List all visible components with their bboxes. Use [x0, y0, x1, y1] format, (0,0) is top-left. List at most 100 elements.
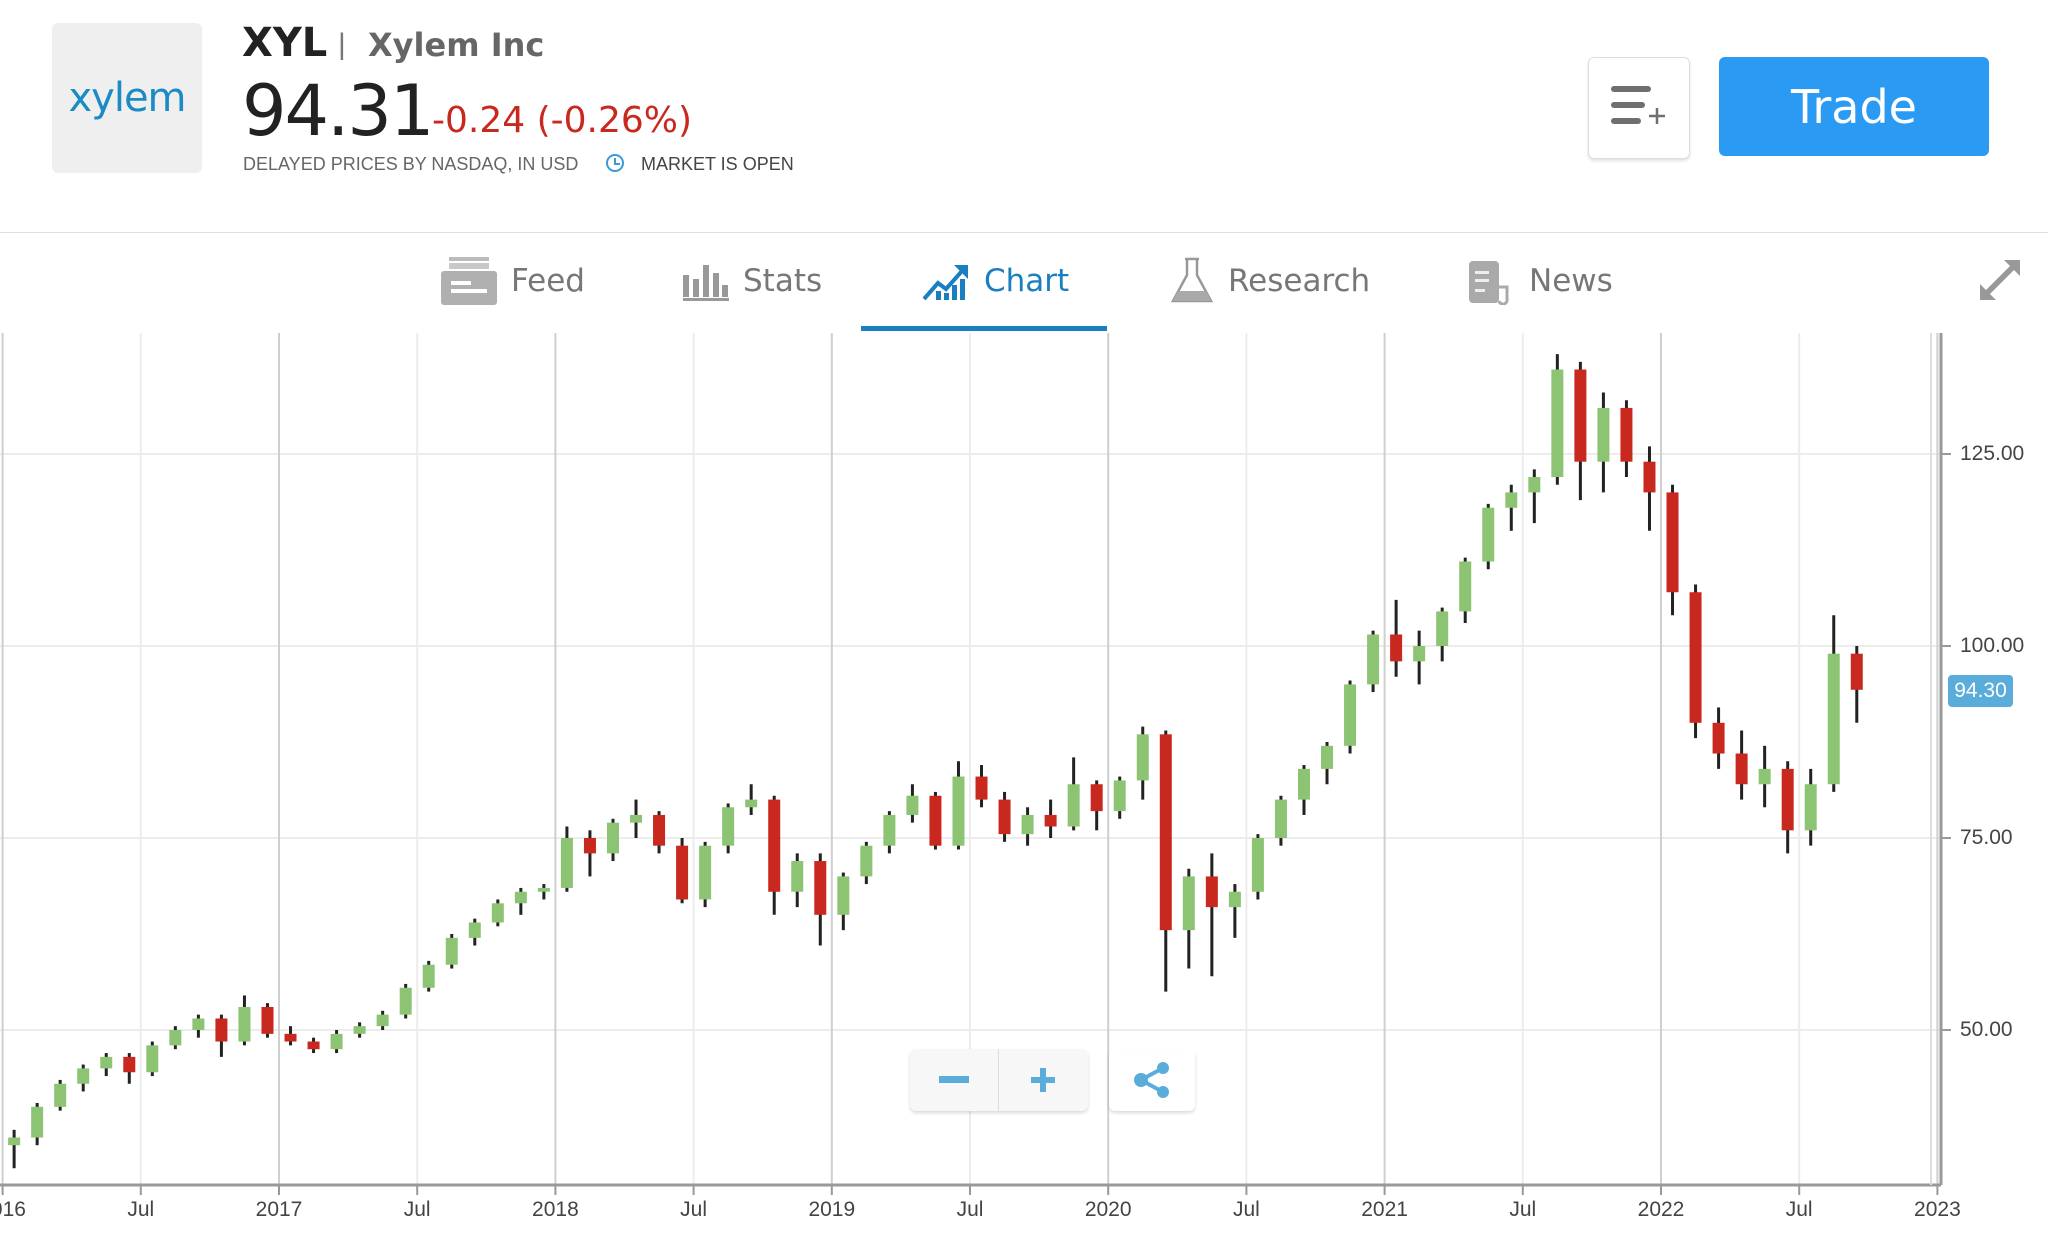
- tab-chart[interactable]: Chart: [922, 258, 1069, 304]
- candle-down: [1044, 814, 1057, 827]
- candle-down: [583, 838, 596, 854]
- candle-up: [491, 903, 504, 923]
- candle-down: [998, 799, 1011, 835]
- share-icon: [1134, 1062, 1169, 1098]
- ticker-symbol: XYL: [242, 20, 328, 66]
- candle-down: [1643, 461, 1656, 493]
- candle-up: [353, 1026, 366, 1034]
- candle-up: [422, 964, 435, 988]
- candle-up: [1067, 784, 1080, 827]
- last-price-tag: 94.30: [1948, 675, 2013, 707]
- candle-up: [1758, 768, 1771, 785]
- candle-down: [307, 1041, 320, 1050]
- candle-down: [1689, 592, 1702, 723]
- tab-stats[interactable]: Stats: [683, 258, 822, 304]
- market-status: MARKET IS OPEN: [641, 154, 794, 174]
- candle-up: [1459, 561, 1472, 612]
- candle-down: [261, 1006, 274, 1034]
- tab-label: Chart: [984, 263, 1070, 299]
- candle-down: [1735, 753, 1748, 785]
- feed-icon: [441, 257, 497, 305]
- tab-research[interactable]: Research: [1170, 257, 1371, 304]
- tab-feed[interactable]: Feed: [441, 257, 585, 305]
- x-tick-label: Jul: [680, 1198, 708, 1221]
- company-name: Xylem Inc: [368, 26, 545, 64]
- candle-up: [238, 1006, 251, 1042]
- clock-icon: [606, 154, 624, 172]
- candle-up: [1021, 814, 1034, 835]
- candle-up: [1551, 369, 1564, 478]
- candle-up: [699, 845, 712, 900]
- expand-icon[interactable]: [1978, 258, 2022, 302]
- candle-up: [1136, 734, 1149, 781]
- tabs-divider: [0, 232, 2048, 233]
- candle-up: [1482, 507, 1495, 562]
- x-tick-label: 2022: [1637, 1198, 1685, 1221]
- candle-up: [100, 1056, 113, 1069]
- candle-up: [1597, 407, 1610, 462]
- candle-up: [537, 887, 550, 892]
- candle-up: [883, 814, 896, 846]
- current-price: 94.31: [242, 70, 434, 152]
- candle-up: [791, 861, 804, 892]
- trade-button[interactable]: Trade: [1719, 57, 1989, 156]
- zoom-out-button[interactable]: [910, 1049, 999, 1111]
- candle-down: [1090, 784, 1103, 812]
- candle-up: [1321, 745, 1334, 769]
- share-button[interactable]: [1109, 1049, 1195, 1111]
- tab-news[interactable]: News: [1467, 258, 1613, 305]
- x-tick-label: 2020: [1084, 1198, 1132, 1221]
- flask-icon: [1170, 257, 1214, 303]
- y-tick-label: 75.00: [1960, 826, 2013, 849]
- candle-down: [1712, 722, 1725, 754]
- candle-up: [8, 1137, 21, 1146]
- price-change: -0.24 (-0.26%): [432, 100, 693, 141]
- y-tick-label: 100.00: [1960, 634, 2025, 657]
- bar-chart-icon: [683, 265, 729, 301]
- candle-down: [1205, 876, 1218, 908]
- candle-up: [745, 799, 758, 808]
- x-tick-label: 2019: [808, 1198, 856, 1221]
- tab-label: Feed: [511, 263, 585, 299]
- title-separator: |: [338, 28, 346, 61]
- x-tick-label: 2016: [0, 1198, 26, 1221]
- candle-up: [1528, 477, 1541, 493]
- candle-up: [77, 1068, 90, 1084]
- candle-up: [560, 838, 573, 888]
- candle-up: [146, 1045, 159, 1073]
- candle-up: [952, 776, 965, 846]
- candle-up: [330, 1033, 343, 1050]
- candle-up: [1367, 634, 1380, 685]
- candle-up: [1827, 653, 1840, 785]
- logo-text: xylem: [68, 75, 186, 121]
- tab-label: News: [1529, 263, 1613, 299]
- x-tick-label: Jul: [403, 1198, 431, 1221]
- delayed-prices-note: DELAYED PRICES BY NASDAQ, IN USD: [243, 154, 579, 174]
- candle-up: [630, 814, 643, 823]
- tab-label: Stats: [743, 263, 823, 299]
- candle-up: [837, 876, 850, 915]
- x-tick-label: Jul: [956, 1198, 984, 1221]
- x-tick-label: Jul: [127, 1198, 155, 1221]
- add-to-watchlist-button[interactable]: [1588, 57, 1690, 159]
- x-tick-label: Jul: [1232, 1198, 1260, 1221]
- candle-up: [1804, 784, 1817, 831]
- candle-down: [1574, 369, 1587, 462]
- candle-down: [1850, 653, 1863, 690]
- tab-label: Research: [1228, 263, 1371, 299]
- plus-icon: [1031, 1068, 1055, 1092]
- candle-down: [123, 1056, 136, 1073]
- candle-up: [1413, 646, 1426, 662]
- price-chart[interactable]: [0, 333, 2048, 1240]
- company-logo: xylem: [52, 23, 202, 173]
- candle-up: [1274, 799, 1287, 838]
- x-tick-label: 2023: [1914, 1198, 1961, 1221]
- candle-up: [399, 987, 412, 1015]
- candle-up: [31, 1106, 44, 1138]
- newspaper-icon: [1469, 261, 1509, 305]
- zoom-in-button[interactable]: [999, 1049, 1087, 1111]
- candle-down: [975, 776, 988, 800]
- candle-up: [606, 822, 619, 854]
- candle-up: [514, 891, 527, 904]
- candle-up: [445, 937, 458, 965]
